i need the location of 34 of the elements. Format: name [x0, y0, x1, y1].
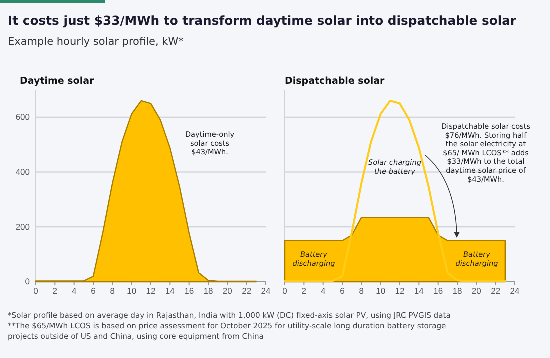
x-tick-label: 2: [302, 286, 307, 296]
x-tick-label: 6: [91, 286, 96, 296]
y-tick-label: 400: [16, 167, 30, 178]
x-tick-label: 20: [472, 286, 482, 296]
chart-title: Daytime solar: [20, 76, 94, 87]
x-tick-label: 4: [320, 286, 326, 296]
chart-title: Dispatchable solar: [285, 76, 386, 87]
y-tick-label: 0: [25, 276, 30, 287]
x-tick-label: 20: [222, 286, 233, 296]
x-tick-label: 2: [52, 286, 58, 296]
x-tick-label: 18: [204, 286, 214, 296]
x-tick-label: 6: [340, 286, 346, 296]
x-tick-label: 0: [282, 286, 288, 296]
x-tick-label: 22: [242, 286, 252, 296]
x-tick-label: 22: [491, 286, 501, 296]
x-tick-label: 10: [376, 286, 386, 296]
text: It costs just $33/MWh to transform daytime solar into dispatchable solar: [8, 13, 518, 28]
x-tick-label: 8: [110, 286, 116, 296]
x-tick-label: 18: [452, 286, 462, 296]
text: Example hourly solar profile, kW*: [8, 36, 184, 48]
x-tick-label: 0: [34, 286, 39, 296]
y-tick-label: 200: [16, 222, 30, 232]
x-tick-label: 8: [359, 286, 364, 296]
x-tick-label: 24: [261, 286, 271, 296]
x-tick-label: 16: [434, 286, 444, 296]
x-tick-label: 14: [414, 286, 424, 296]
y-tick-label: 600: [16, 112, 30, 122]
x-tick-label: 10: [127, 286, 137, 296]
x-tick-label: 12: [146, 286, 156, 296]
x-tick-label: 12: [395, 286, 405, 296]
x-tick-label: 4: [72, 286, 77, 296]
x-tick-label: 14: [165, 286, 176, 296]
x-tick-label: 24: [510, 286, 520, 296]
x-tick-label: 16: [184, 286, 194, 296]
